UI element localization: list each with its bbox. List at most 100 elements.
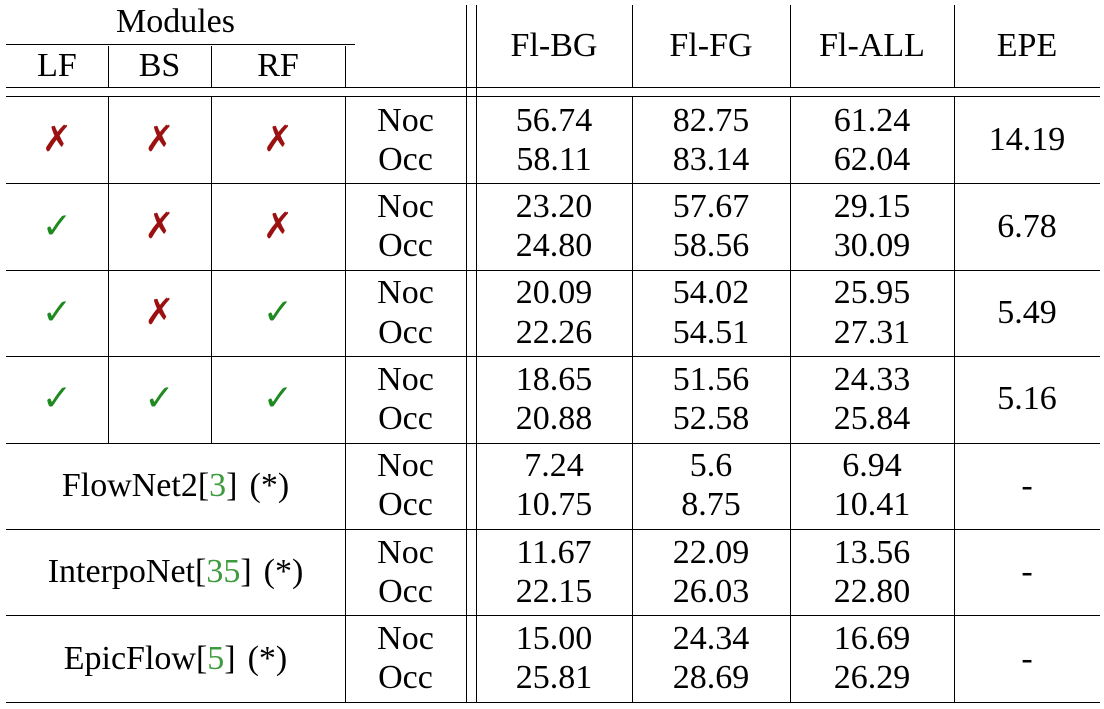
occ-label: Occ — [378, 572, 433, 610]
body-vline-1 — [466, 529, 467, 616]
bs-cross-icon: ✗ — [144, 119, 175, 161]
body-vline-2 — [476, 615, 477, 702]
method-label: FlowNet2 — [61, 466, 198, 504]
rf-header: RF — [257, 47, 299, 84]
lf-cross-icon: ✗ — [41, 119, 73, 161]
body-vline-3 — [632, 615, 633, 702]
body-vline-3 — [632, 356, 633, 443]
fl-all-noc: 25.95 — [833, 274, 911, 312]
body-vline-2 — [476, 269, 477, 357]
body-vline-1 — [466, 356, 467, 443]
fl-fg-noc: 24.34 — [672, 619, 750, 657]
gap-vline-b — [476, 87, 477, 96]
body-vline-5 — [954, 356, 955, 443]
occ-label: Occ — [378, 659, 433, 697]
body-vline-5 — [954, 183, 955, 270]
header-rule-1 — [6, 87, 1100, 88]
method-label: EpicFlow — [63, 639, 196, 677]
method-label: InterpoNet — [47, 553, 195, 591]
body-vline-0 — [345, 97, 346, 184]
rf-check-icon: ✓ — [262, 378, 294, 420]
lf-check-icon: ✓ — [41, 205, 73, 247]
occ-label: Occ — [378, 227, 433, 265]
fl-bg-noc: 15.00 — [515, 619, 593, 657]
body-vline-5 — [954, 615, 955, 702]
row-rule — [6, 269, 1100, 271]
fl-bg-noc: 11.67 — [516, 533, 592, 571]
cite-open-bracket: [ — [195, 639, 208, 677]
body-vline-4 — [790, 97, 791, 184]
epe-value: 14.19 — [988, 121, 1066, 159]
body-vline-5 — [954, 529, 955, 616]
fl-fg-noc: 51.56 — [672, 360, 750, 398]
method-name: FlowNet2[3] (*) — [6, 443, 345, 529]
fl-bg-noc: 56.74 — [515, 101, 593, 139]
lf-header: LF — [37, 47, 77, 84]
body-vline-4 — [790, 442, 791, 529]
row-rule — [6, 356, 1100, 358]
fl-fg-occ: 26.03 — [672, 572, 750, 610]
epe-value: 6.78 — [997, 207, 1057, 245]
fl-all-occ: 27.31 — [833, 313, 911, 351]
header-vline-4 — [954, 5, 955, 87]
body-vline-4 — [790, 183, 791, 270]
cite-close-bracket: ] — [240, 553, 252, 591]
body-vline-5 — [954, 442, 955, 529]
vline-bs — [211, 97, 212, 184]
header-rule-2 — [6, 96, 1100, 97]
fl-all-header: Fl-ALL — [819, 27, 925, 64]
gap-vline-a — [466, 87, 467, 96]
fl-fg-noc: 82.75 — [672, 101, 750, 139]
fl-all-occ: 25.84 — [833, 399, 911, 437]
body-vline-5 — [954, 269, 955, 357]
body-vline-3 — [632, 183, 633, 270]
cite-ref: 5 — [207, 639, 225, 677]
body-vline-4 — [790, 269, 791, 357]
noc-label: Noc — [377, 360, 434, 398]
fl-bg-occ: 58.11 — [516, 140, 592, 178]
noc-label: Noc — [377, 101, 434, 139]
body-vline-1 — [466, 183, 467, 270]
header-vline-3 — [790, 5, 791, 87]
fl-bg-occ: 10.75 — [515, 486, 593, 524]
body-vline-0 — [345, 615, 346, 702]
method-note: (*) — [249, 466, 290, 504]
fl-fg-occ: 52.58 — [672, 399, 750, 437]
header-vline-bs — [211, 46, 212, 87]
body-vline-2 — [476, 97, 477, 184]
vline-lf — [108, 356, 109, 443]
lf-check-icon: ✓ — [41, 291, 73, 333]
row-rule — [6, 529, 1100, 530]
vline-lf — [108, 269, 109, 357]
noc-label: Noc — [377, 447, 434, 485]
noc-label: Noc — [377, 533, 434, 571]
body-vline-0 — [345, 356, 346, 443]
fl-bg-header: Fl-BG — [510, 27, 598, 64]
fl-all-noc: 6.94 — [842, 447, 902, 485]
fl-fg-noc: 54.02 — [672, 274, 750, 312]
body-vline-2 — [476, 356, 477, 443]
fl-all-noc: 29.15 — [833, 187, 911, 225]
epe-value: - — [1021, 553, 1033, 591]
fl-all-noc: 61.24 — [833, 101, 911, 139]
body-vline-1 — [466, 269, 467, 357]
cite-open-bracket: [ — [197, 466, 210, 504]
fl-fg-occ: 83.14 — [672, 140, 750, 178]
body-vline-3 — [632, 442, 633, 529]
body-vline-0 — [345, 442, 346, 529]
fl-bg-occ: 20.88 — [515, 399, 593, 437]
fl-bg-noc: 18.65 — [515, 360, 593, 398]
rf-cross-icon: ✗ — [262, 119, 294, 161]
bs-cross-icon: ✗ — [144, 291, 175, 333]
rf-cross-icon: ✗ — [262, 205, 294, 247]
fl-all-occ: 30.09 — [833, 227, 911, 265]
modules-underline — [6, 44, 355, 45]
body-vline-2 — [476, 183, 477, 270]
cite-ref: 35 — [206, 553, 241, 591]
body-vline-4 — [790, 615, 791, 702]
body-vline-1 — [466, 442, 467, 529]
method-name: InterpoNet[35] (*) — [6, 529, 345, 615]
fl-fg-occ: 28.69 — [672, 659, 750, 697]
fl-bg-noc: 7.24 — [524, 447, 584, 485]
